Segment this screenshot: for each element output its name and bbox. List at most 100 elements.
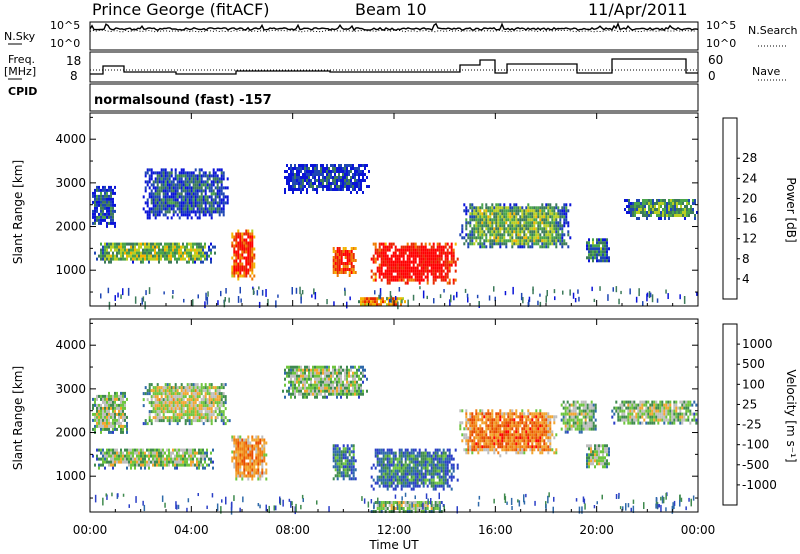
power-cell: [491, 209, 494, 213]
velocity-cell: [394, 484, 397, 488]
velocity-cell: [239, 465, 242, 469]
power-cell: [501, 233, 504, 237]
power-cell: [304, 176, 306, 179]
velocity-cell: [116, 448, 118, 452]
power-cell: [668, 214, 670, 217]
power-cell: [388, 275, 391, 279]
velocity-cell: [243, 456, 246, 460]
power-cell: [182, 245, 184, 249]
power-cell: [208, 177, 211, 181]
velocity-cell: [243, 441, 246, 445]
velocity-cell: [170, 416, 173, 420]
velocity-cell: [334, 377, 336, 381]
velocity-cell: [408, 466, 411, 470]
velocity-cell: [96, 457, 98, 461]
power-cell: [416, 266, 419, 270]
power-cell: [547, 218, 550, 222]
velocity-cell: [408, 451, 411, 455]
power-cell: [396, 275, 399, 279]
velocity-cell: [249, 453, 252, 457]
velocity-cell: [162, 404, 165, 408]
velocity-cell: [235, 438, 238, 442]
power-cell: [644, 208, 646, 211]
velocity-cell: [218, 398, 221, 402]
velocity-cell: [106, 403, 108, 407]
power-cell: [134, 254, 136, 258]
velocity-cell: [208, 395, 211, 399]
power-cell: [350, 191, 352, 194]
power-cell: [354, 176, 356, 179]
power-cell: [216, 183, 219, 187]
velocity-cell: [194, 448, 196, 452]
power-cell: [450, 242, 453, 246]
power-cell: [202, 245, 204, 249]
velocity-cell: [200, 448, 202, 452]
power-cell: [178, 216, 181, 220]
velocity-cell: [338, 392, 340, 396]
power-cell: [150, 254, 152, 258]
power-cell: [112, 251, 114, 255]
power-cell: [519, 206, 522, 210]
power-cell: [517, 233, 520, 237]
velocity-cell: [324, 383, 326, 387]
power-cell: [489, 212, 492, 216]
velocity-cell: [318, 365, 320, 369]
velocity-cell: [120, 394, 122, 398]
power-cell: [164, 245, 166, 249]
power-cell: [592, 238, 594, 242]
power-cell: [410, 254, 413, 258]
power-cell: [328, 173, 330, 176]
velocity-cell: [410, 472, 413, 476]
velocity-cell: [162, 454, 164, 458]
power-cell: [322, 164, 324, 167]
power-cell: [300, 185, 302, 188]
power-cell: [680, 211, 682, 214]
power-cell: [237, 274, 240, 278]
power-cell: [198, 201, 201, 205]
power-cell: [432, 275, 435, 279]
power-cell: [539, 236, 542, 240]
power-clutter: [667, 293, 669, 300]
power-cell: [174, 198, 177, 202]
power-cell: [352, 268, 355, 271]
power-cell: [184, 257, 186, 261]
power-cell: [531, 221, 534, 225]
velocity-cell: [186, 451, 188, 455]
velocity-cell: [245, 444, 248, 448]
power-cell: [372, 278, 375, 282]
power-cell: [517, 209, 520, 213]
power-cell: [344, 271, 347, 274]
velocity-cell: [259, 438, 262, 442]
velocity-cell: [122, 391, 124, 395]
power-cell: [386, 254, 389, 258]
velocity-cell: [106, 460, 108, 464]
power-cell: [392, 297, 394, 301]
velocity-cell: [378, 448, 381, 452]
velocity-cell: [259, 441, 262, 445]
power-cell: [485, 209, 488, 213]
power-cell: [549, 215, 552, 219]
velocity-cell: [106, 451, 108, 455]
power-cell: [567, 230, 570, 234]
power-cell: [394, 251, 397, 255]
power-cell: [214, 180, 217, 184]
velocity-cell: [284, 368, 286, 372]
power-cell: [122, 254, 124, 258]
power-cell: [200, 186, 203, 190]
power-cell: [517, 212, 520, 216]
nsky-trace: [89, 21, 699, 32]
power-cell: [346, 262, 349, 265]
power-cell: [378, 269, 381, 273]
power-cell: [515, 233, 518, 237]
power-cell: [140, 257, 142, 261]
power-cell: [475, 215, 478, 219]
power-cell: [186, 242, 188, 246]
velocity-cell: [247, 444, 250, 448]
velocity-cell: [202, 386, 205, 390]
power-cell: [200, 260, 202, 264]
velocity-cell: [404, 457, 407, 461]
velocity-cell: [336, 474, 339, 478]
velocity-cell: [342, 465, 345, 469]
velocity-cell: [338, 389, 340, 393]
velocity-cell: [352, 392, 354, 396]
